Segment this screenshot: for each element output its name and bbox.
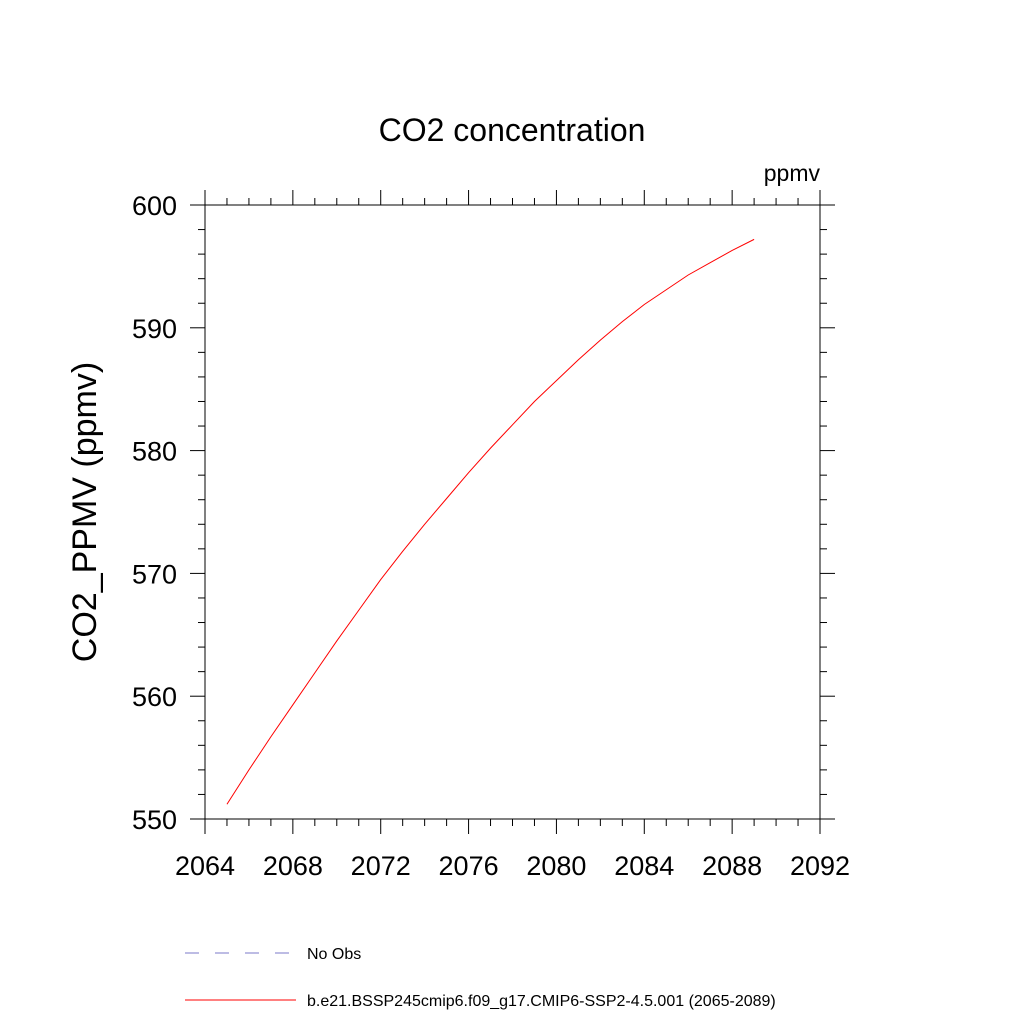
y-tick-label: 560 [132, 682, 177, 712]
y-tick-label: 600 [132, 191, 177, 221]
legend-label-1: No Obs [307, 946, 361, 963]
plot-frame [204, 204, 821, 820]
x-tick-label: 2068 [263, 851, 323, 881]
y-tick-label: 580 [132, 437, 177, 467]
units-label: ppmv [764, 160, 821, 186]
series-line-0 [226, 238, 755, 805]
y-axis-label: CO2_PPMV (ppmv) [66, 362, 104, 662]
x-tick-label: 2084 [614, 851, 674, 881]
legend-label-0: b.e21.BSSP245cmip6.f09_g17.CMIP6-SSP2-4.… [307, 993, 776, 1010]
y-tick-label: 550 [132, 805, 177, 835]
x-tick-label: 2064 [175, 851, 235, 881]
chart-title: CO2 concentration [379, 112, 646, 148]
y-tick-label: 590 [132, 314, 177, 344]
x-tick-label: 2072 [351, 851, 411, 881]
legend: No Obs b.e21.BSSP245cmip6.f09_g17.CMIP6-S… [185, 946, 776, 1010]
y-tick-label: 570 [132, 559, 177, 589]
x-tick-label: 2092 [790, 851, 850, 881]
x-tick-label: 2076 [439, 851, 499, 881]
x-tick-label: 2088 [702, 851, 762, 881]
axis-ticks: 2064 2068 2072 2076 2080 2084 2088 2092 550 560 57… [132, 190, 850, 881]
x-tick-label: 2080 [526, 851, 586, 881]
series-layer [226, 238, 755, 805]
